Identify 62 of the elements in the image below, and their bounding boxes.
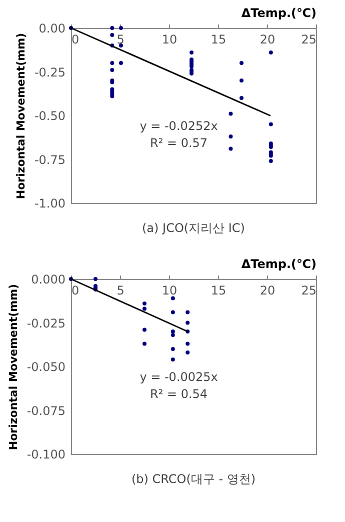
x-tick-label: 5	[116, 32, 124, 46]
point	[186, 342, 190, 346]
point	[190, 50, 194, 54]
point	[110, 68, 114, 72]
x-axis-title: ΔTemp.(℃)	[241, 6, 316, 20]
y-tick-label: -0.050	[26, 360, 66, 374]
point	[118, 61, 123, 65]
point	[142, 306, 146, 311]
y-tick-label: -1.00	[34, 196, 66, 210]
x-tick-label: 10	[162, 32, 178, 46]
point	[170, 296, 175, 300]
point	[240, 96, 244, 100]
text: (a) JCO(지리산 IC)	[142, 221, 245, 235]
point	[228, 146, 233, 151]
point	[110, 61, 114, 65]
y-tick-label: 0.00	[38, 22, 66, 36]
annotation: y = -0.0252x	[140, 119, 218, 133]
y-axis-title: Horizontal Movement(mm)	[14, 32, 28, 200]
point	[110, 26, 114, 30]
point	[186, 320, 190, 325]
x-tick-label: 20	[260, 284, 276, 298]
x-tick-label: 25	[301, 32, 316, 46]
point	[240, 61, 244, 65]
annotation: y = -0.0025x	[140, 370, 218, 384]
point	[186, 310, 190, 314]
annotation: R² = 0.54	[150, 387, 208, 401]
point	[110, 33, 114, 37]
y-tick-label: -0.25	[34, 65, 66, 80]
point	[142, 302, 146, 306]
point	[170, 333, 175, 337]
point	[240, 78, 244, 82]
point	[186, 350, 190, 354]
x-tick-label: 25	[301, 284, 316, 298]
point	[268, 122, 273, 126]
point	[142, 328, 146, 332]
y-tick-label: -0.50	[34, 109, 66, 123]
point	[268, 159, 273, 163]
y-tick-label: -0.75	[34, 152, 66, 167]
point	[268, 50, 273, 54]
point	[142, 342, 146, 346]
x-tick-label: 15	[210, 284, 226, 298]
x-tick-label: 15	[210, 32, 226, 46]
y-axis-title: Horizontal Movement(mm)	[6, 284, 20, 450]
annotation: R² = 0.57	[150, 136, 208, 150]
point	[228, 112, 233, 116]
y-tick-label: -0.025	[26, 316, 66, 330]
x-tick-label: 5	[116, 284, 124, 298]
y-tick-label: -0.100	[26, 448, 66, 462]
x-tick-label: 0	[72, 32, 80, 46]
x-tick-label: 10	[162, 284, 178, 298]
point	[94, 277, 98, 281]
y-tick-label: -0.075	[26, 404, 66, 418]
text: (b) CRCO(대구 - 영천)	[131, 472, 256, 486]
point	[170, 347, 175, 351]
x-tick-label: 20	[260, 32, 276, 46]
point	[170, 330, 175, 334]
x-axis-title: ΔTemp.(℃)	[241, 257, 316, 271]
y-tick-label: 0.000	[31, 272, 66, 286]
point	[170, 358, 175, 362]
x-tick-label: 0	[72, 284, 80, 298]
point	[228, 134, 233, 138]
point	[170, 310, 175, 314]
